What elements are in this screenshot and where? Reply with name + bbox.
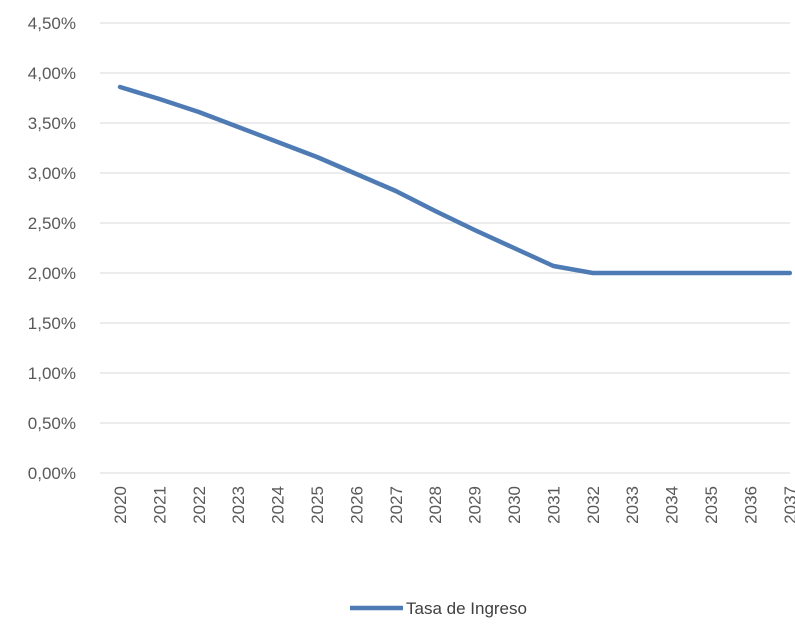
x-axis-tick-labels: 2020 2021 2022 2023 2024 2025 2026 2027 2028 2029… [111, 486, 795, 524]
y-tick-label: 2,00% [28, 264, 76, 283]
x-tick-label: 2020 [111, 486, 130, 524]
series-layer [117, 84, 793, 276]
y-tick-label: 1,50% [28, 314, 76, 333]
x-tick-label: 2024 [269, 486, 288, 524]
y-tick-label: 4,00% [28, 64, 76, 83]
x-tick-label: 2030 [505, 486, 524, 524]
x-tick-label: 2025 [308, 486, 327, 524]
y-tick-label: 0,50% [28, 414, 76, 433]
x-tick-label: 2034 [663, 486, 682, 524]
x-tick-label: 2028 [426, 486, 445, 524]
x-tick-label: 2033 [623, 486, 642, 524]
x-tick-label: 2023 [229, 486, 248, 524]
y-tick-label: 0,00% [28, 464, 76, 483]
legend-label: Tasa de Ingreso [406, 599, 527, 618]
y-tick-label: 3,50% [28, 114, 76, 133]
gridlines [100, 22, 790, 474]
x-tick-label: 2029 [466, 486, 485, 524]
x-tick-label: 2037 [781, 486, 795, 524]
y-tick-label: 1,00% [28, 364, 76, 383]
x-tick-label: 2032 [584, 486, 603, 524]
x-tick-label: 2022 [190, 486, 209, 524]
x-tick-label: 2021 [150, 486, 169, 524]
x-tick-label: 2036 [741, 486, 760, 524]
x-tick-label: 2031 [544, 486, 563, 524]
x-tick-label: 2027 [387, 486, 406, 524]
y-tick-label: 2,50% [28, 214, 76, 233]
y-axis-tick-labels: 0,00% 0,50% 1,00% 1,50% 2,00% 2,50% 3,00% 3,50%… [28, 14, 76, 483]
legend: Tasa de Ingreso [350, 599, 527, 618]
y-tick-label: 3,00% [28, 164, 76, 183]
x-tick-label: 2026 [347, 486, 366, 524]
x-tick-label: 2035 [702, 486, 721, 524]
series-line [117, 84, 793, 276]
y-tick-label: 4,50% [28, 14, 76, 33]
